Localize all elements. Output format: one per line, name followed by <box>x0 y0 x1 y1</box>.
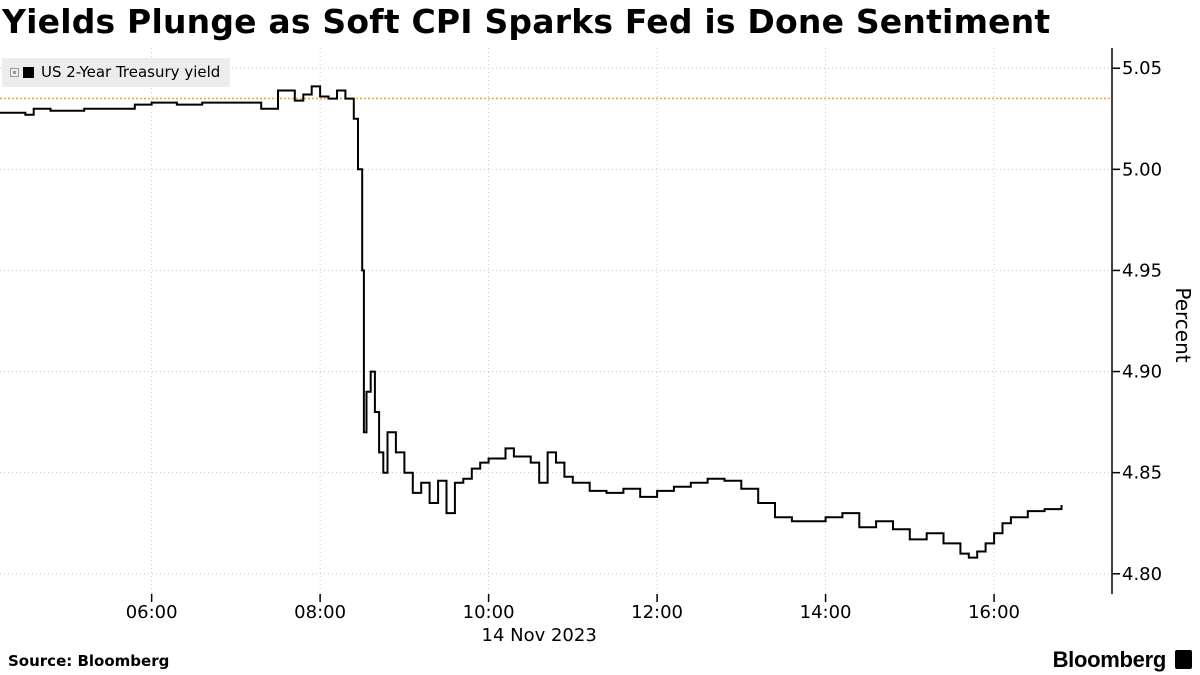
gridlines <box>0 48 1112 594</box>
legend[interactable]: US 2-Year Treasury yield <box>2 58 231 87</box>
x-tick-label: 16:00 <box>968 602 1020 623</box>
legend-toggle-icon[interactable] <box>10 67 19 77</box>
x-tick-label: 10:00 <box>463 602 515 623</box>
chart-title: Yields Plunge as Soft CPI Sparks Fed is … <box>2 2 1051 41</box>
bloomberg-logo: Bloomberg <box>1052 647 1167 672</box>
legend-label: US 2-Year Treasury yield <box>41 63 221 81</box>
y-axis-label: Percent <box>1171 287 1195 363</box>
x-date-label: 14 Nov 2023 <box>482 625 597 646</box>
y-tick-label: 4.80 <box>1122 564 1162 585</box>
series-line-us-2y <box>0 85 1063 559</box>
y-axis-ticks: 4.80 4.85 4.90 4.95 5.00 5.05 <box>1112 58 1162 585</box>
x-tick-label: 14:00 <box>800 602 852 623</box>
bloomberg-mark-icon <box>1175 650 1192 669</box>
x-tick-label: 12:00 <box>631 602 683 623</box>
legend-swatch <box>23 66 34 78</box>
y-tick-label: 4.85 <box>1122 463 1162 484</box>
y-tick-label: 5.05 <box>1122 58 1162 79</box>
x-axis-ticks: 06:00 08:00 10:00 12:00 14:00 16:00 <box>126 594 1020 623</box>
source-note: Source: Bloomberg <box>8 652 170 670</box>
x-tick-label: 06:00 <box>126 602 178 623</box>
y-tick-label: 4.90 <box>1122 362 1162 383</box>
x-tick-label: 08:00 <box>294 602 346 623</box>
y-tick-label: 5.00 <box>1122 159 1162 180</box>
y-tick-label: 4.95 <box>1122 260 1162 281</box>
